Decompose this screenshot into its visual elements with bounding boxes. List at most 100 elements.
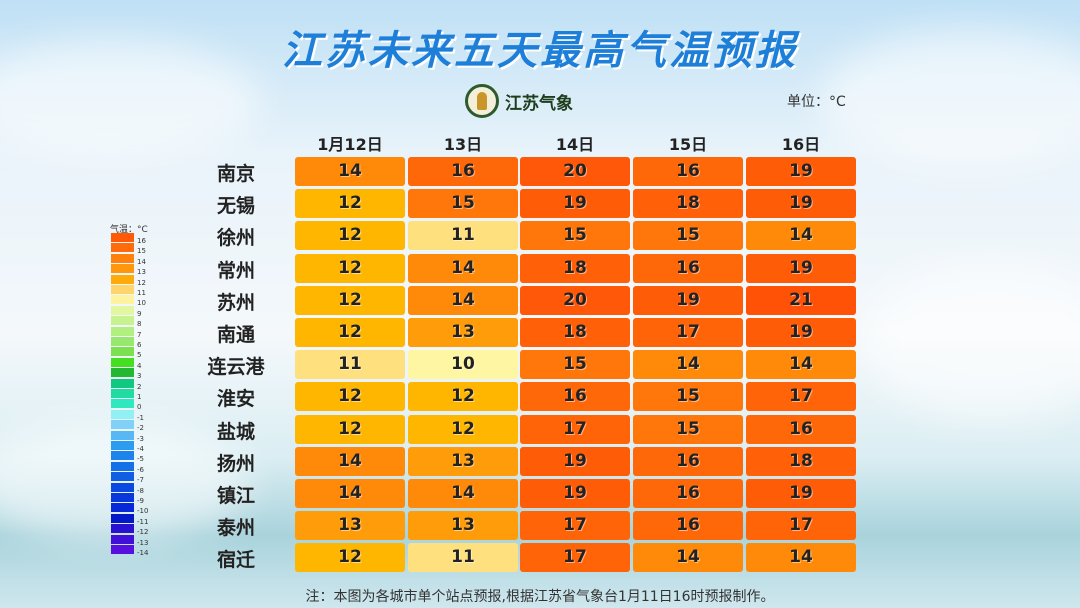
temperature-cell: 14 [408,479,518,508]
legend-swatch [111,524,134,534]
temperature-cell: 12 [295,414,405,444]
column-header: 1月12日 [317,135,383,154]
temperature-cell: 14 [295,479,405,508]
temperature-cell: 15 [520,350,630,380]
city-label: 南通 [216,324,255,346]
temperature-cell: 14 [295,446,405,476]
legend-label: 13 [137,268,146,277]
legend-swatch [111,274,134,284]
city-label: 连云港 [207,356,265,379]
temperature-cell: 17 [520,543,630,573]
temperature-cell: 17 [520,511,630,541]
legend-label: -8 [137,486,144,495]
legend-label: -7 [137,476,144,485]
temperature-cell: 14 [633,543,743,573]
legend-label: 15 [137,247,146,256]
legend-label: -6 [137,465,144,474]
legend-swatch [111,482,134,492]
temperature-cell: 14 [408,285,518,315]
temperature-cell: 11 [408,543,518,573]
legend-label: 6 [137,341,142,349]
temperature-cell: 12 [408,414,518,444]
legend-swatch [111,368,134,378]
temperature-cell: 17 [633,318,743,347]
page-title: 江苏未来五天最高气温预报 [282,28,798,74]
legend-label: 3 [137,372,142,381]
legend-swatch [111,451,134,461]
legend-label: 1 [137,393,142,401]
legend-swatch [111,493,134,502]
legend-swatch [111,389,134,398]
temperature-cell: 18 [520,253,630,283]
unit-label: 单位：°C [787,94,846,110]
legend-swatch [111,295,134,305]
city-label: 扬州 [216,452,255,475]
logo: 江苏气象 [465,84,573,118]
temperature-cell: 19 [520,446,630,476]
temperature-cell: 11 [408,221,518,251]
column-header: 16日 [781,135,821,154]
temperature-cell: 15 [633,382,743,412]
legend-label: 11 [137,289,146,297]
temperature-cell: 20 [520,285,630,315]
legend-label: -14 [137,549,149,557]
city-label: 南京 [216,163,255,185]
temperature-cell: 14 [408,253,518,283]
legend-swatch [111,430,134,440]
legend-label: 14 [137,257,146,266]
legend-swatch [111,420,134,430]
temperature-cell: 19 [520,189,630,219]
legend-label: 2 [137,382,142,391]
city-label: 苏州 [216,291,255,314]
legend-label: -12 [137,528,149,537]
legend-label: -10 [137,507,149,516]
legend-label: -1 [137,413,144,422]
temperature-cell: 17 [746,511,856,541]
city-label: 宿迁 [216,549,255,572]
temperature-cell: 18 [520,318,630,347]
legend-swatch [111,399,134,409]
column-header: 13日 [443,135,483,154]
temperature-cell: 15 [633,221,743,251]
temperature-cell: 19 [746,157,856,186]
legend-swatch [111,461,134,471]
legend-label: 5 [137,351,142,360]
temperature-cell: 16 [633,446,743,476]
legend-label: -13 [137,538,149,547]
temperature-cell: 12 [295,285,405,315]
temperature-cell: 16 [633,479,743,508]
legend-label: 8 [137,320,142,329]
temperature-cell: 13 [295,511,405,541]
temperature-cell: 12 [295,189,405,219]
temperature-cell: 16 [633,157,743,186]
legend-swatch [111,337,134,346]
temperature-cell: 10 [408,350,518,380]
temperature-cell: 20 [520,157,630,186]
temperature-cell: 12 [295,382,405,412]
legend-swatch [111,513,134,523]
temperature-cell: 13 [408,511,518,541]
temperature-cell: 14 [633,350,743,380]
legend-swatch [111,378,134,388]
temperature-cell: 16 [520,382,630,412]
jiangsu-meteorology-seal-icon [465,84,499,118]
legend-label: 16 [137,237,146,245]
temperature-cell: 19 [746,479,856,508]
temperature-cell: 19 [633,285,743,315]
logo-text: 江苏气象 [505,93,573,114]
legend-swatch [111,357,134,367]
legend-swatch [111,347,134,357]
city-label: 常州 [216,259,255,282]
temperature-cell: 17 [746,382,856,412]
legend-swatch [111,316,134,326]
temperature-cell: 12 [295,318,405,347]
city-label: 镇江 [216,485,255,507]
legend-swatch [111,441,134,450]
legend-swatch [111,534,134,544]
legend-swatch [111,409,134,419]
legend-swatch [111,243,134,253]
city-label: 泰州 [216,517,255,540]
temperature-cell: 14 [746,350,856,380]
column-header: 15日 [668,135,708,154]
temperature-cell: 17 [520,414,630,444]
